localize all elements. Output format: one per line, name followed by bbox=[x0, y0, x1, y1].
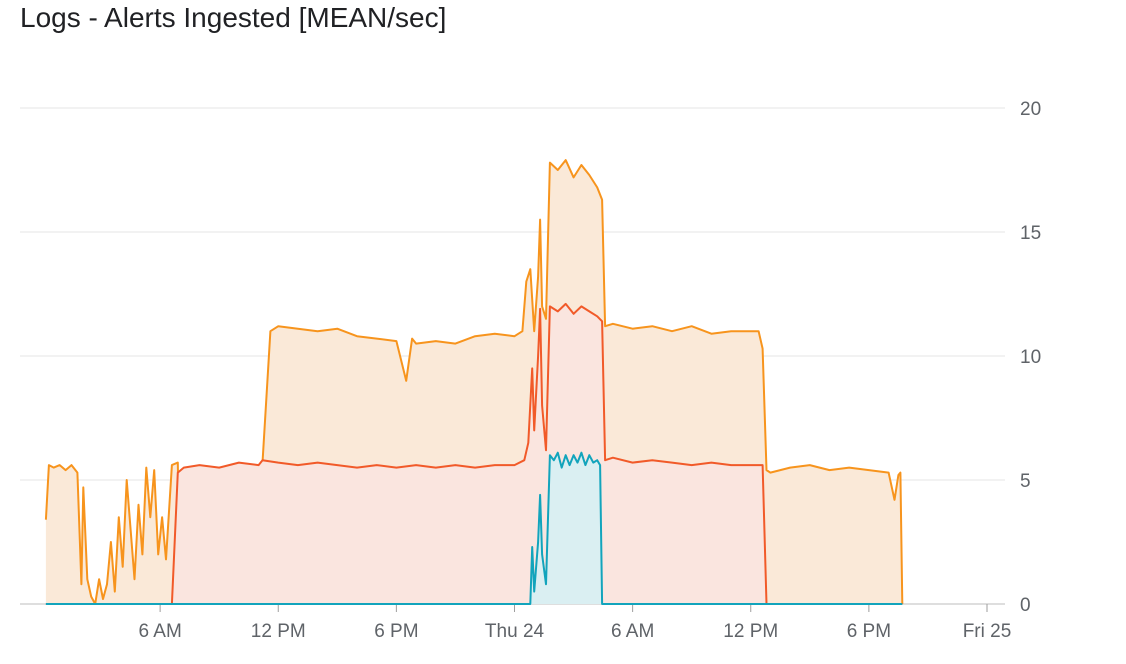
series-line bbox=[45, 302, 903, 605]
series-line bbox=[44, 159, 904, 605]
x-tick-label: 12 PM bbox=[723, 621, 778, 642]
x-tick-label: 6 PM bbox=[374, 621, 418, 642]
y-tick-label: 5 bbox=[1020, 471, 1031, 492]
x-tick-label: Fri 25 bbox=[963, 621, 1012, 642]
x-tick-label: 6 PM bbox=[847, 621, 891, 642]
x-tick-label: 12 PM bbox=[251, 621, 306, 642]
y-tick-label: 10 bbox=[1020, 347, 1041, 368]
y-tick-label: 15 bbox=[1020, 223, 1041, 244]
series-area bbox=[45, 303, 903, 604]
y-tick-label: 0 bbox=[1020, 595, 1031, 616]
y-tick-label: 20 bbox=[1020, 99, 1041, 120]
x-tick-label: 6 AM bbox=[611, 621, 654, 642]
x-tick-label: Thu 24 bbox=[485, 621, 545, 642]
chart-title: Logs - Alerts Ingested [MEAN/sec] bbox=[20, 2, 447, 33]
x-tick-label: 6 AM bbox=[138, 621, 181, 642]
series-line bbox=[45, 451, 903, 605]
